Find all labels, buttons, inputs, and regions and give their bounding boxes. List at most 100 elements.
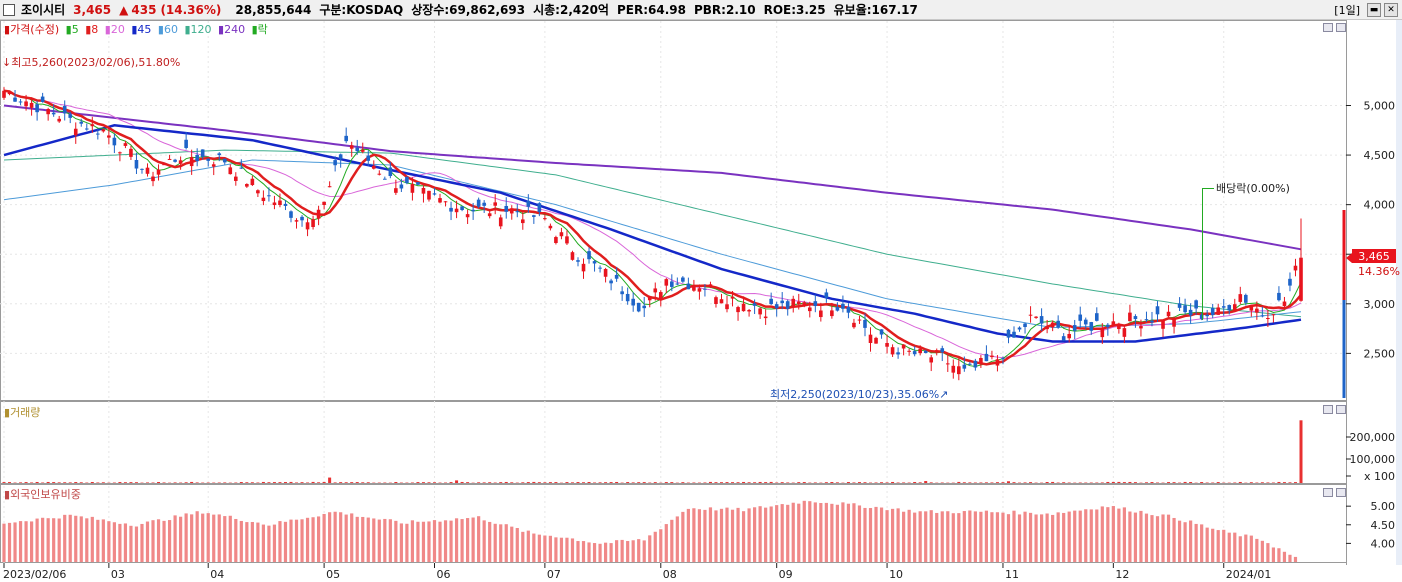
foreign-ratio-bar (267, 525, 271, 562)
volume-bar (35, 481, 39, 483)
price-panel-maximize-button[interactable] (1336, 23, 1346, 32)
candle-body (796, 301, 801, 305)
volume-bar (797, 482, 801, 483)
foreign-ratio-bar (548, 535, 552, 562)
volume-bar (1200, 482, 1204, 483)
volume-bar (902, 482, 906, 483)
volume-bar (1029, 482, 1033, 483)
volume-bar (1150, 482, 1154, 483)
close-icon[interactable]: ✕ (1384, 3, 1398, 17)
right-scrollbar[interactable] (1396, 20, 1402, 565)
candle-body (73, 128, 78, 136)
volume-bar (361, 482, 365, 483)
foreign-ratio-bar (333, 511, 337, 562)
foreign-ratio-bar (1100, 506, 1104, 562)
foreign-ratio-bar (1271, 547, 1276, 562)
stock-name[interactable]: 조이시티 (21, 3, 66, 17)
candle-body (1221, 306, 1226, 308)
legend-price-marker: ▮ (4, 23, 10, 36)
foreign-ratio-bar (719, 508, 724, 562)
candle-body (647, 296, 652, 301)
volume-bar (521, 482, 525, 483)
foreign-ratio-bar (1128, 511, 1132, 562)
price-panel-minimize-button[interactable] (1323, 23, 1333, 32)
candle-body (140, 168, 144, 170)
legend: ▮가격(수정) ▮5 ▮8 ▮20 ▮45 ▮60 ▮120 ▮240 ▮락 (4, 23, 268, 36)
foreign-ratio-bar (747, 508, 751, 562)
foreign-ratio-bar (841, 502, 845, 562)
volume-bar (1023, 482, 1027, 483)
candle-body (819, 310, 823, 318)
foreign-ratio-bar (686, 508, 690, 562)
volume-bar (1183, 481, 1187, 483)
foreign-ratio-bar (1067, 511, 1071, 562)
candle-body (24, 101, 28, 107)
volume-bar (250, 482, 254, 483)
candle-body (1266, 317, 1270, 319)
foreign-ratio-bar (968, 510, 972, 562)
minimize-icon[interactable]: ▬ (1367, 3, 1381, 17)
foreign-ratio-bar (190, 514, 194, 562)
volume-panel-minimize-button[interactable] (1323, 405, 1333, 414)
volume-bar (449, 482, 453, 483)
date-tick-label: 07 (547, 568, 561, 581)
last-price-label: 3,465 (1358, 250, 1390, 263)
foreign-ratio-bar (879, 507, 884, 562)
volume-bar (874, 482, 878, 483)
volume-bar (537, 482, 541, 483)
foreign-ratio-bar (405, 523, 409, 562)
foreign-ratio-bar (328, 512, 332, 562)
candle-body (405, 176, 409, 184)
foreign-ratio-bars (2, 500, 1298, 562)
volume-bar (289, 481, 293, 483)
foreign-ratio-bar (427, 521, 431, 562)
candle-body (945, 363, 950, 365)
foreign-ratio-bar (1122, 507, 1126, 562)
candle-body (885, 343, 889, 347)
candle-body (1083, 319, 1088, 325)
volume-panel-maximize-button[interactable] (1336, 405, 1346, 414)
foreign-ratio-bar (581, 541, 586, 562)
candle-body (1238, 294, 1243, 302)
legend-ma45: 45 (137, 23, 151, 36)
foreign-ratio-bar (659, 529, 663, 562)
select-checkbox[interactable] (3, 3, 15, 16)
date-tick-label: 11 (1005, 568, 1019, 581)
foreign-panel-maximize-button[interactable] (1336, 488, 1346, 497)
foreign-ratio-bar (813, 502, 817, 562)
period-button[interactable]: [1일] (1334, 4, 1360, 17)
candle-body (51, 112, 56, 115)
foreign-panel-minimize-button[interactable] (1323, 488, 1333, 497)
volume-bar (504, 481, 508, 483)
volume-bar (1167, 482, 1171, 483)
foreign-ratio-bar (973, 511, 977, 562)
volume-bar (593, 482, 597, 483)
foreign-ratio-bar (1177, 520, 1182, 562)
legend-drop: 락 (258, 23, 268, 36)
candle-body (559, 232, 564, 237)
candle-body (471, 209, 475, 212)
candle-body (1216, 307, 1221, 315)
candle-body (399, 184, 404, 189)
volume-bar (653, 482, 657, 483)
candle-body (957, 366, 961, 375)
volume-bar (499, 482, 503, 483)
foreign-ratio-bar (206, 513, 210, 562)
foreign-ratio-bar (79, 516, 83, 562)
volume-bar (1277, 481, 1281, 483)
volume-bar (1293, 482, 1297, 483)
volume-bar (1128, 481, 1132, 483)
candlesticks (2, 87, 1303, 381)
foreign-ratio-bar (554, 537, 558, 562)
foreign-ratio-bar (1150, 515, 1154, 562)
date-tick-label: 05 (326, 568, 340, 581)
volume-panel-frame (0, 401, 1347, 484)
last-pct-label: 14.36% (1358, 265, 1400, 278)
candle-body (1023, 323, 1027, 328)
foreign-ratio-bar (703, 509, 707, 562)
candle-body (697, 288, 702, 292)
candle-body (835, 307, 840, 311)
foreign-ratio-bar (1244, 534, 1248, 562)
volume-bar (355, 482, 359, 483)
